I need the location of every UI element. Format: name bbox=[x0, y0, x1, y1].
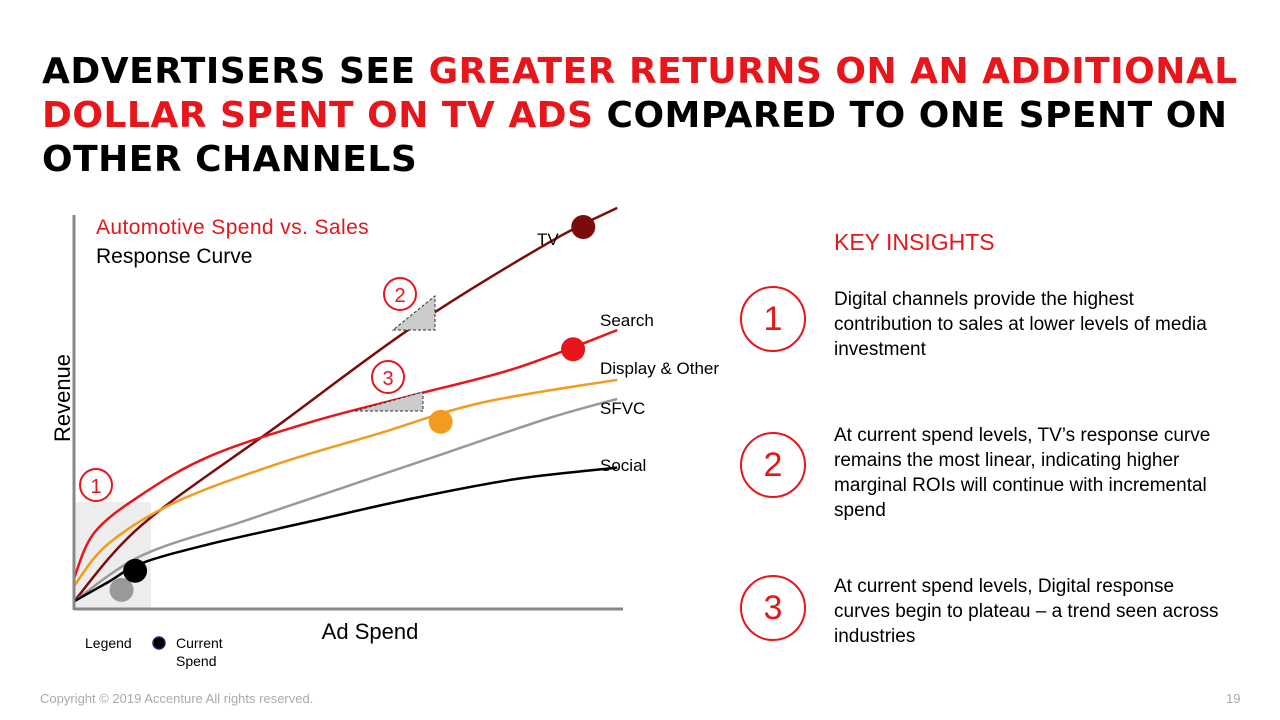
tv-slope-triangle bbox=[391, 294, 436, 331]
legend-label: Legend bbox=[85, 635, 132, 651]
legend-dot bbox=[152, 636, 166, 650]
title-part-2: GREATER RETURNS ON AN ADDITIONAL DOLLAR … bbox=[42, 51, 1238, 136]
marker-1-label: 1 bbox=[90, 476, 101, 498]
insight-1-text: Digital channels provide the highest con… bbox=[834, 289, 1207, 360]
series-label-social: Social bbox=[600, 456, 646, 475]
chart-lines bbox=[72, 206, 618, 603]
page-title: ADVERTISERS SEE GREATER RETURNS ON AN AD… bbox=[42, 50, 1252, 182]
chart-subtitle: Response Curve bbox=[96, 245, 252, 268]
legend-item-line-2: Spend bbox=[176, 653, 216, 669]
insight-2-number: 2 bbox=[740, 432, 806, 498]
series-line-search bbox=[72, 328, 618, 579]
insight-3-number: 3 bbox=[740, 575, 806, 641]
series-label-sfvc: SFVC bbox=[600, 399, 645, 418]
current-spend-point-sfvc bbox=[109, 577, 134, 602]
insight-3-text: At current spend levels, Digital respons… bbox=[834, 576, 1219, 647]
legend-item-label: Current Spend bbox=[176, 635, 227, 669]
chart-title: Automotive Spend vs. Sales bbox=[96, 216, 369, 239]
series-line-display-other bbox=[73, 378, 618, 587]
marker-2-label: 2 bbox=[394, 285, 405, 307]
legend-item-line-1: Current bbox=[176, 635, 223, 651]
series-line-sfvc bbox=[73, 397, 618, 603]
series-label-display: Display & Other bbox=[600, 359, 719, 378]
search-slope-triangle bbox=[354, 391, 424, 412]
y-axis-label: Revenue bbox=[50, 354, 75, 442]
current-spend-point-social bbox=[123, 558, 148, 583]
page-number: 19 bbox=[1226, 691, 1241, 706]
current-spend-point-tv bbox=[571, 215, 596, 239]
current-spend-point-display-other bbox=[428, 409, 453, 434]
title-part-3: COMPARED TO ONE SPENT ON OTHER CHANNELS bbox=[42, 95, 1228, 180]
insight-2-text: At current spend levels, TV’s response c… bbox=[834, 425, 1211, 521]
key-insights-title: KEY INSIGHTS bbox=[834, 229, 995, 255]
marker-3: 3 bbox=[371, 360, 405, 394]
marker-1: 1 bbox=[79, 468, 113, 502]
title-part-1: ADVERTISERS SEE bbox=[42, 51, 429, 92]
insight-1-number: 1 bbox=[740, 286, 806, 352]
series-label-tv: TV bbox=[537, 230, 559, 249]
marker-2: 2 bbox=[383, 277, 417, 311]
series-line-tv bbox=[73, 206, 618, 603]
x-axis-label: Ad Spend bbox=[322, 619, 419, 644]
response-curve-chart: Automotive Spend vs. Sales Response Curv… bbox=[50, 206, 719, 669]
series-label-search: Search bbox=[600, 311, 654, 330]
series-line-social bbox=[73, 466, 618, 603]
marker-3-label: 3 bbox=[382, 368, 393, 390]
current-spend-point-search bbox=[561, 337, 586, 362]
current-spend-points bbox=[109, 215, 596, 602]
footer-copyright: Copyright © 2019 Accenture All rights re… bbox=[40, 691, 314, 706]
